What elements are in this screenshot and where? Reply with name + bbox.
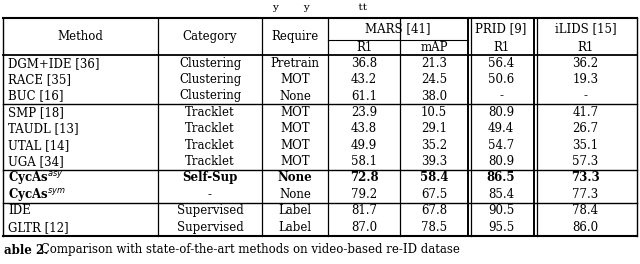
Text: 36.2: 36.2 [572, 57, 598, 70]
Text: 24.5: 24.5 [421, 73, 447, 86]
Text: 78.4: 78.4 [572, 204, 598, 217]
Text: iLIDS [15]: iLIDS [15] [555, 22, 616, 35]
Text: 58.4: 58.4 [420, 172, 448, 185]
Text: Tracklet: Tracklet [185, 139, 235, 152]
Text: -: - [584, 89, 588, 102]
Text: Tracklet: Tracklet [185, 106, 235, 119]
Text: MOT: MOT [280, 139, 310, 152]
Text: 87.0: 87.0 [351, 221, 377, 234]
Text: -: - [499, 89, 503, 102]
Text: 95.5: 95.5 [488, 221, 514, 234]
Text: None: None [279, 188, 311, 201]
Text: 21.3: 21.3 [421, 57, 447, 70]
Text: MARS [41]: MARS [41] [365, 22, 431, 35]
Text: MOT: MOT [280, 106, 310, 119]
Text: 38.0: 38.0 [421, 89, 447, 102]
Text: 26.7: 26.7 [572, 122, 598, 135]
Text: SMP [18]: SMP [18] [8, 106, 64, 119]
Text: -: - [208, 188, 212, 201]
Text: Category: Category [183, 30, 237, 43]
Text: DGM+IDE [36]: DGM+IDE [36] [8, 57, 99, 70]
Text: 77.3: 77.3 [572, 188, 598, 201]
Text: RACE [35]: RACE [35] [8, 73, 71, 86]
Text: 80.9: 80.9 [488, 155, 514, 168]
Text: 23.9: 23.9 [351, 106, 377, 119]
Text: Clustering: Clustering [179, 73, 241, 86]
Text: 10.5: 10.5 [421, 106, 447, 119]
Text: 79.2: 79.2 [351, 188, 377, 201]
Text: None: None [278, 172, 312, 185]
Text: 56.4: 56.4 [488, 57, 514, 70]
Text: Self-Sup: Self-Sup [182, 172, 237, 185]
Text: 86.0: 86.0 [572, 221, 598, 234]
Text: 54.7: 54.7 [488, 139, 514, 152]
Text: UTAL [14]: UTAL [14] [8, 139, 69, 152]
Text: GLTR [12]: GLTR [12] [8, 221, 68, 234]
Text: None: None [279, 89, 311, 102]
Text: Require: Require [271, 30, 319, 43]
Text: 41.7: 41.7 [572, 106, 598, 119]
Text: UGA [34]: UGA [34] [8, 155, 64, 168]
Text: 67.5: 67.5 [421, 188, 447, 201]
Text: 90.5: 90.5 [488, 204, 514, 217]
Text: 35.1: 35.1 [572, 139, 598, 152]
Text: CycAs$^{asy}$: CycAs$^{asy}$ [8, 169, 63, 186]
Text: Tracklet: Tracklet [185, 122, 235, 135]
Text: y        y               tt: y y tt [273, 3, 367, 12]
Text: 78.5: 78.5 [421, 221, 447, 234]
Text: 61.1: 61.1 [351, 89, 377, 102]
Text: 39.3: 39.3 [421, 155, 447, 168]
Text: Comparison with state-of-the-art methods on video-based re-ID datase: Comparison with state-of-the-art methods… [37, 243, 460, 257]
Text: 29.1: 29.1 [421, 122, 447, 135]
Text: Supervised: Supervised [177, 221, 243, 234]
Text: 86.5: 86.5 [487, 172, 515, 185]
Text: 36.8: 36.8 [351, 57, 377, 70]
Text: Pretrain: Pretrain [271, 57, 319, 70]
Text: MOT: MOT [280, 73, 310, 86]
Text: 81.7: 81.7 [351, 204, 377, 217]
Text: mAP: mAP [420, 41, 448, 54]
Text: 57.3: 57.3 [572, 155, 598, 168]
Text: 80.9: 80.9 [488, 106, 514, 119]
Text: able 2.: able 2. [4, 243, 49, 257]
Text: TAUDL [13]: TAUDL [13] [8, 122, 79, 135]
Text: Supervised: Supervised [177, 204, 243, 217]
Text: BUC [16]: BUC [16] [8, 89, 63, 102]
Text: PRID [9]: PRID [9] [476, 22, 527, 35]
Text: MOT: MOT [280, 122, 310, 135]
Text: 19.3: 19.3 [572, 73, 598, 86]
Text: 72.8: 72.8 [349, 172, 378, 185]
Text: MOT: MOT [280, 155, 310, 168]
Text: R1: R1 [493, 41, 509, 54]
Text: R1: R1 [356, 41, 372, 54]
Text: 49.4: 49.4 [488, 122, 514, 135]
Text: 43.2: 43.2 [351, 73, 377, 86]
Text: Clustering: Clustering [179, 57, 241, 70]
Text: 73.3: 73.3 [571, 172, 600, 185]
Text: Method: Method [58, 30, 104, 43]
Text: IDE: IDE [8, 204, 31, 217]
Text: Tracklet: Tracklet [185, 155, 235, 168]
Text: 43.8: 43.8 [351, 122, 377, 135]
Text: 50.6: 50.6 [488, 73, 514, 86]
Text: Label: Label [278, 204, 312, 217]
Text: Label: Label [278, 221, 312, 234]
Text: R1: R1 [577, 41, 594, 54]
Text: CycAs$^{sym}$: CycAs$^{sym}$ [8, 186, 66, 203]
Text: 49.9: 49.9 [351, 139, 377, 152]
Text: 58.1: 58.1 [351, 155, 377, 168]
Text: Clustering: Clustering [179, 89, 241, 102]
Text: 67.8: 67.8 [421, 204, 447, 217]
Text: 85.4: 85.4 [488, 188, 514, 201]
Text: 35.2: 35.2 [421, 139, 447, 152]
